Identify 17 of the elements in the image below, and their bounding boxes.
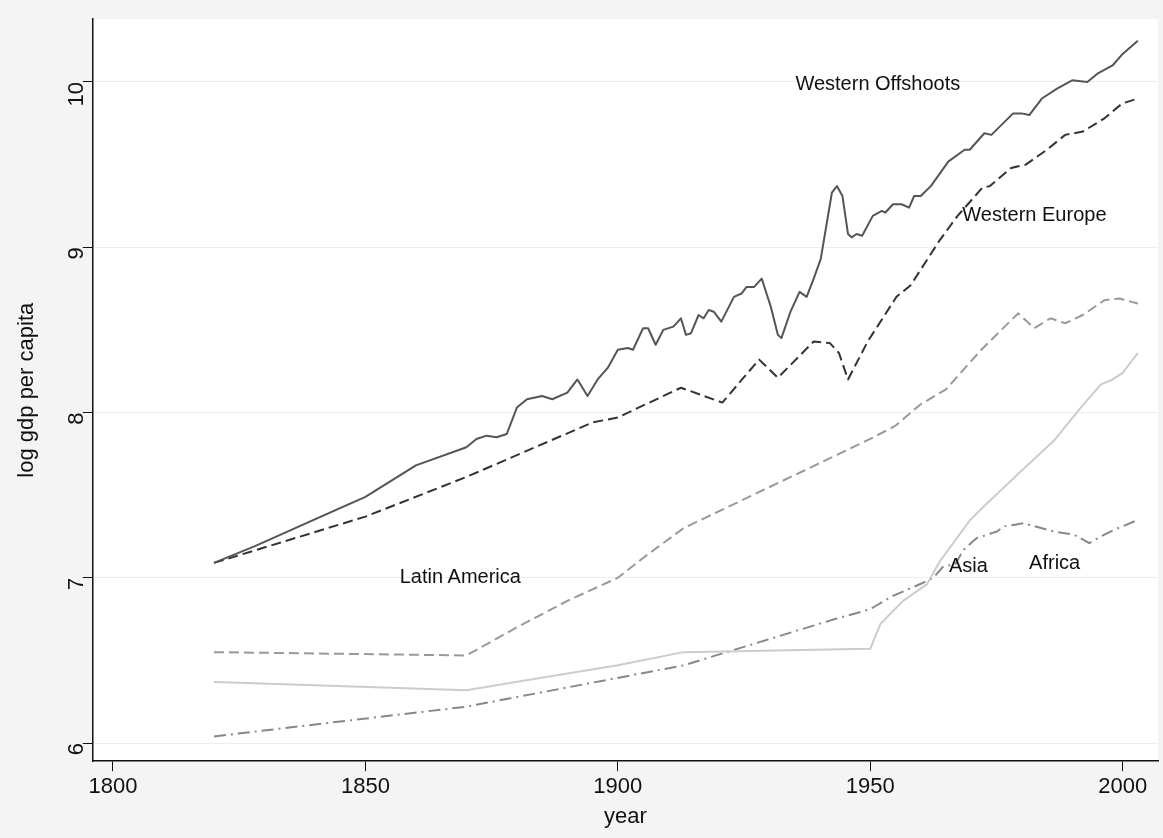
series-label: Latin America — [399, 564, 522, 587]
series-label: Africa — [1029, 550, 1082, 573]
x-tick-label: 1850 — [340, 773, 390, 799]
x-tick-label: 2000 — [1098, 773, 1148, 799]
y-tick-label: 9 — [62, 247, 88, 260]
y-axis-title: log gdp per capita — [13, 301, 39, 478]
text: Western Offshoots — [795, 72, 961, 95]
y-tick-label: 10 — [62, 82, 88, 107]
x-tick-label: 1950 — [845, 773, 895, 799]
y-tick-label: 6 — [62, 743, 88, 756]
series-label: Western Europe — [962, 203, 1107, 226]
x-tick-label: 1800 — [88, 773, 138, 799]
y-tick-label: 7 — [62, 577, 88, 591]
series-label: Asia — [948, 553, 989, 576]
x-tick-label: 1900 — [593, 773, 643, 799]
x-axis-title: year — [604, 802, 647, 828]
y-tick-label: 8 — [62, 412, 88, 425]
